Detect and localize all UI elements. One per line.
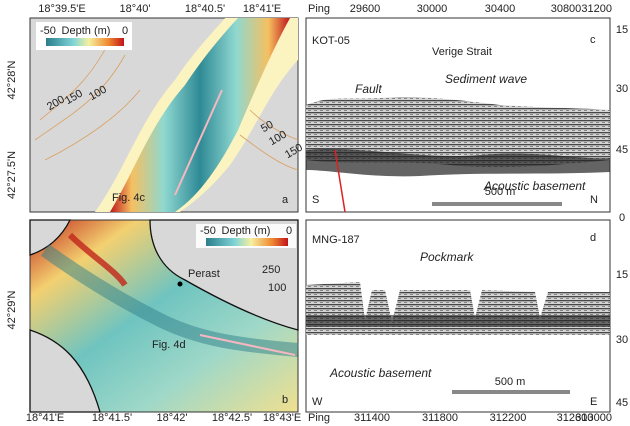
colorbar: [206, 238, 288, 246]
ping-tick-label: 311800: [422, 412, 458, 424]
map-b: [30, 220, 298, 412]
depth-tick-label: 30: [616, 334, 628, 346]
direction: N: [590, 194, 598, 206]
map-a: [30, 18, 298, 212]
contour-label: 250: [262, 264, 280, 276]
profile-name: MNG-187: [312, 234, 360, 246]
axis-label: 42°27.5'N: [6, 151, 18, 199]
annotation: Pockmark: [420, 250, 474, 264]
profile-name: KOT-05: [312, 35, 350, 47]
axis-label: 42°29'N: [6, 290, 18, 329]
ping-tick-label: 313000: [575, 412, 612, 424]
axis-label: 18°42.5': [212, 412, 252, 424]
axis-label: 18°42': [157, 412, 188, 424]
scale-label: 500 m: [485, 186, 516, 198]
place-dot: [178, 282, 183, 287]
ping-tick-label: 311400: [354, 412, 390, 424]
ping-tick-label: 30400: [485, 3, 516, 15]
location-name: Verige Strait: [432, 46, 492, 58]
colorbar-title: Depth (m): [62, 25, 111, 37]
axis-label: 18°40.5': [185, 3, 225, 15]
ping-tick-label: 31200: [581, 3, 612, 15]
scale-label: 500 m: [495, 376, 526, 388]
direction: E: [590, 396, 597, 408]
colorbar: [46, 38, 124, 46]
ping-tick-label: 30000: [417, 3, 448, 15]
annotation: Acoustic basement: [329, 366, 432, 380]
depth-tick-label: 15: [616, 24, 628, 36]
annotation: Fig. 4d: [152, 339, 186, 351]
axis-label: 18°41.5': [92, 412, 132, 424]
axis-title: Ping: [308, 3, 330, 15]
panel-label: a: [282, 194, 289, 206]
direction: S: [312, 194, 319, 206]
depth-tick-label: 45: [616, 144, 628, 156]
place-name: Perast: [188, 268, 220, 280]
colorbar-label: 0: [286, 225, 292, 237]
direction: W: [312, 396, 323, 408]
depth-tick-label: 30: [616, 83, 628, 95]
axis-label: 18°39.5'E: [38, 3, 85, 15]
contour-label: 100: [268, 282, 286, 294]
depth-tick-label: 15: [616, 269, 628, 281]
reflectors: [306, 315, 610, 327]
figure: 18°39.5'E 18°40' 18°40.5' 18°41'E 42°28'N 42°…: [0, 0, 630, 426]
annotation: Fault: [355, 82, 382, 96]
ping-tick-label: 312200: [490, 412, 527, 424]
depth-tick-label: 45: [616, 397, 628, 409]
axis-label: 18°43'E: [263, 412, 301, 424]
profile-d: [306, 220, 610, 412]
axis-label: 42°28'N: [6, 60, 18, 99]
panel-label: b: [282, 394, 288, 406]
annotation: Sediment wave: [445, 72, 527, 86]
axis-label: 18°41'E: [243, 3, 281, 15]
colorbar-label: 0: [122, 25, 128, 37]
colorbar-label: -50: [40, 25, 56, 37]
panel-label: d: [590, 232, 596, 244]
panel-label: c: [590, 34, 596, 46]
axis-label: 18°41'E: [26, 412, 64, 424]
ping-tick-label: 30800: [551, 3, 582, 15]
annotation: Fig. 4c: [112, 192, 146, 204]
depth-tick-label: 0: [619, 212, 625, 224]
axis-title: Ping: [308, 412, 330, 424]
axis-label: 18°40': [120, 3, 151, 15]
ping-tick-label: 29600: [350, 3, 381, 15]
colorbar-title: Depth (m): [222, 225, 271, 237]
colorbar-label: -50: [200, 225, 216, 237]
